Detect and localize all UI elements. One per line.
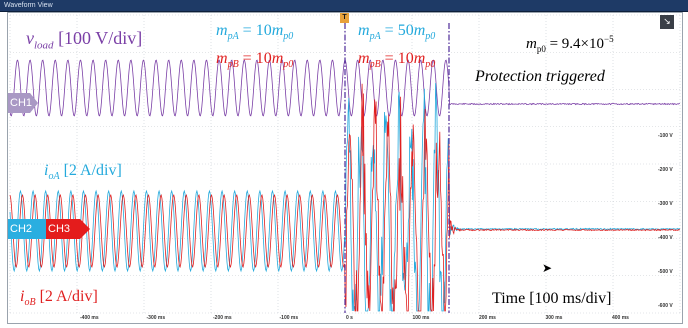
time-tick-label: 200 ms — [479, 315, 496, 321]
mpa-after-label: mpA = 50mp0 — [358, 22, 436, 43]
voltage-tick-label: -300 V — [658, 201, 673, 207]
ch3-iob-trace — [9, 83, 681, 312]
voltage-tick-label: -400 V — [658, 235, 673, 241]
iob-label: ioB [2 A/div] — [20, 288, 98, 309]
mouse-cursor-icon: ➤ — [542, 261, 553, 275]
ch3-marker-shape — [46, 219, 90, 239]
voltage-tick-label: -600 V — [658, 303, 673, 309]
trigger-marker[interactable]: T — [340, 13, 349, 23]
time-tick-label: -200 ms — [213, 315, 232, 321]
time-tick-label: -100 ms — [279, 315, 299, 321]
ch1-marker-shape — [8, 93, 38, 113]
title-bar: Waveform View — [0, 0, 688, 12]
waveform-display[interactable]: vload [100 V/div] ioA [2 A/div] ioB [2 A… — [7, 12, 683, 324]
time-tick-label: 300 ms — [545, 315, 563, 321]
voltage-tick-label: -500 V — [658, 269, 673, 275]
mp0-label: mp0 = 9.4×10−5 — [526, 34, 614, 54]
window-title: Waveform View — [4, 2, 53, 9]
time-tick-label: 100 ms — [412, 315, 430, 321]
expand-icon[interactable]: ↘ — [660, 15, 674, 29]
vload-label: vload [100 V/div] — [26, 28, 143, 52]
ch1-marker-label: CH1 — [10, 97, 33, 109]
time-scale-label: Time [100 ms/div] — [492, 290, 612, 307]
time-tick-label: -400 ms — [80, 315, 99, 321]
ch2-marker-label: CH2 — [10, 223, 33, 235]
voltage-tick-label: -200 V — [658, 167, 673, 173]
time-tick-label: -300 ms — [146, 315, 166, 321]
ch2-marker[interactable]: CH2 — [8, 219, 48, 239]
time-tick-label: 400 ms — [612, 315, 629, 321]
protection-label: Protection triggered — [475, 68, 605, 85]
mpb-before-label: mpB = 10mp0 — [216, 50, 294, 71]
ch3-marker[interactable]: CH3 — [46, 219, 90, 239]
waveform-canvas — [9, 14, 681, 314]
mpb-after-label: mpB = 10mp0 — [358, 50, 436, 71]
voltage-tick-label: -100 V — [658, 133, 673, 139]
ch2-marker-shape — [8, 219, 48, 239]
ch3-marker-label: CH3 — [48, 223, 71, 235]
ioa-label: ioA [2 A/div] — [44, 162, 122, 183]
ch1-marker[interactable]: CH1 — [8, 93, 38, 113]
ch2-ioa-trace — [9, 83, 681, 312]
time-tick-label: 0 s — [346, 315, 353, 321]
mpa-before-label: mpA = 10mp0 — [216, 22, 294, 43]
